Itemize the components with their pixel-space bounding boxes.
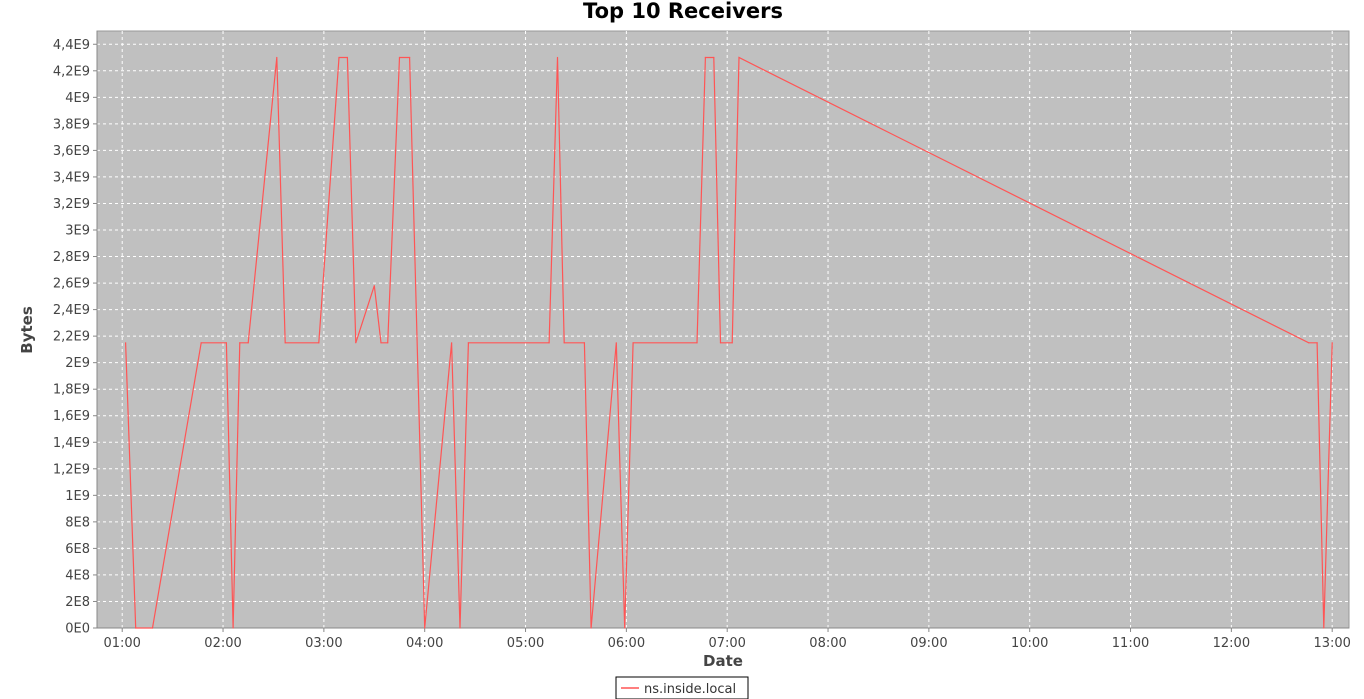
data-point bbox=[1308, 342, 1310, 344]
data-point bbox=[276, 56, 278, 59]
y-axis-ticks: 0E0 2E8 4E8 6E8 8E8 1E9 1,2E9 1,4E9 1,6E9 1,8E9 2E… bbox=[53, 38, 97, 637]
chart-title: Top 10 Receivers bbox=[583, 0, 783, 23]
data-point bbox=[719, 342, 722, 344]
data-point bbox=[409, 56, 411, 59]
data-point bbox=[548, 342, 550, 344]
x-tick-label: 12:00 bbox=[1213, 636, 1250, 651]
data-point bbox=[738, 56, 740, 59]
data-point bbox=[380, 342, 382, 344]
y-tick-label: 2E9 bbox=[65, 356, 90, 371]
y-tick-label: 3,8E9 bbox=[53, 117, 90, 132]
x-tick-label: 01:00 bbox=[103, 636, 140, 651]
series-layer bbox=[125, 56, 1333, 629]
data-point bbox=[624, 627, 626, 629]
data-point bbox=[318, 342, 320, 344]
data-point bbox=[200, 342, 202, 344]
data-point bbox=[615, 342, 617, 344]
x-axis-label: Date bbox=[703, 652, 743, 670]
x-tick-label: 13:00 bbox=[1313, 636, 1350, 651]
data-point bbox=[704, 56, 707, 59]
y-tick-label: 2,4E9 bbox=[53, 303, 90, 318]
x-tick-label: 07:00 bbox=[708, 636, 745, 651]
data-point bbox=[387, 342, 389, 344]
y-tick-label: 4,4E9 bbox=[53, 38, 90, 53]
data-point bbox=[247, 342, 249, 344]
legend-label: ns.inside.local bbox=[644, 682, 736, 697]
y-tick-label: 4E9 bbox=[65, 91, 90, 106]
y-tick-label: 1,6E9 bbox=[53, 409, 90, 424]
y-tick-label: 1,4E9 bbox=[53, 436, 90, 451]
data-point bbox=[696, 342, 698, 344]
data-point bbox=[151, 627, 154, 629]
data-point bbox=[731, 342, 733, 344]
y-tick-label: 3,4E9 bbox=[53, 170, 90, 185]
x-tick-label: 10:00 bbox=[1011, 636, 1048, 651]
data-point bbox=[1331, 342, 1333, 344]
plot-area bbox=[96, 30, 1350, 629]
data-point bbox=[135, 627, 137, 629]
y-tick-label: 3,6E9 bbox=[53, 144, 90, 159]
y-tick-label: 2,2E9 bbox=[53, 330, 90, 345]
x-tick-label: 03:00 bbox=[305, 636, 342, 651]
y-tick-label: 2,6E9 bbox=[53, 277, 90, 292]
data-point bbox=[583, 342, 586, 344]
data-point bbox=[346, 56, 348, 59]
data-point bbox=[467, 342, 469, 344]
y-tick-label: 2,8E9 bbox=[53, 250, 90, 265]
x-tick-label: 09:00 bbox=[910, 636, 947, 651]
data-point bbox=[459, 627, 461, 629]
data-point bbox=[239, 342, 241, 344]
data-point bbox=[225, 342, 227, 344]
y-tick-label: 6E8 bbox=[65, 542, 90, 557]
y-tick-label: 1E9 bbox=[65, 489, 90, 504]
x-axis-ticks: 01:00 02:00 03:00 04:00 05:00 06:00 07:00 08:00… bbox=[103, 628, 1351, 651]
legend: ns.inside.local bbox=[615, 676, 749, 699]
data-point bbox=[563, 342, 565, 344]
y-tick-label: 1,2E9 bbox=[53, 462, 90, 477]
x-tick-label: 05:00 bbox=[507, 636, 544, 651]
data-point bbox=[355, 342, 357, 344]
x-tick-label: 04:00 bbox=[406, 636, 443, 651]
y-tick-label: 3,2E9 bbox=[53, 197, 90, 212]
data-point bbox=[424, 627, 426, 629]
data-point bbox=[125, 342, 127, 344]
y-tick-label: 8E8 bbox=[65, 515, 90, 530]
data-point bbox=[713, 56, 715, 59]
y-tick-label: 4,2E9 bbox=[53, 64, 90, 79]
x-tick-label: 02:00 bbox=[204, 636, 241, 651]
y-tick-label: 2E8 bbox=[65, 595, 90, 610]
y-tick-label: 4E8 bbox=[65, 568, 90, 583]
data-point bbox=[1323, 627, 1325, 629]
data-point bbox=[451, 342, 453, 344]
data-point bbox=[338, 56, 340, 59]
data-point bbox=[373, 285, 375, 287]
data-point bbox=[632, 342, 634, 344]
data-point bbox=[232, 627, 234, 629]
y-tick-label: 1,8E9 bbox=[53, 383, 90, 398]
data-point bbox=[1316, 342, 1318, 344]
data-point bbox=[398, 56, 401, 59]
data-point bbox=[556, 56, 559, 59]
x-tick-label: 08:00 bbox=[809, 636, 846, 651]
x-tick-label: 06:00 bbox=[608, 636, 645, 651]
y-tick-label: 3E9 bbox=[65, 224, 90, 239]
y-axis-label: Bytes bbox=[18, 306, 36, 354]
data-point bbox=[284, 342, 286, 344]
y-tick-label: 0E0 bbox=[65, 622, 90, 637]
x-tick-label: 11:00 bbox=[1112, 636, 1149, 651]
data-point bbox=[590, 627, 592, 629]
legend-box bbox=[615, 676, 749, 699]
